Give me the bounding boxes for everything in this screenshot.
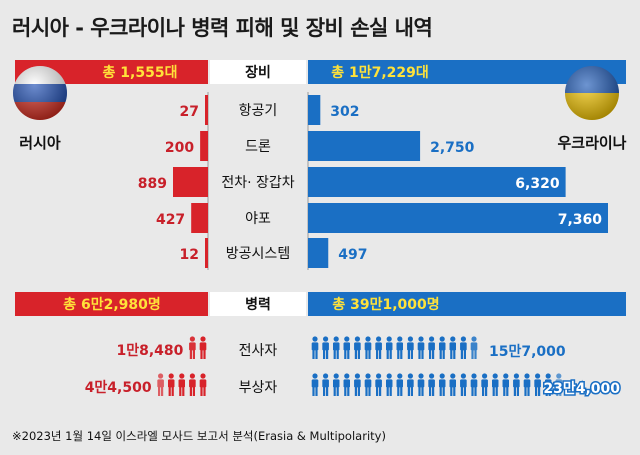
person-icon-ukraine-1-18 xyxy=(502,373,509,396)
person-icon-ukraine-1-8 xyxy=(396,373,403,396)
person-icon-ukraine-1-7 xyxy=(386,373,393,396)
value-russia-3: 427 xyxy=(156,212,185,228)
category-label-2: 전차· 장갑차 xyxy=(221,175,294,191)
troops-section-label: 병력 xyxy=(245,296,271,313)
person-icon-ukraine-1-21 xyxy=(534,373,541,396)
value-russia-troops-1: 4만4,500 xyxy=(85,380,152,396)
person-icon-ukraine-0-8 xyxy=(396,336,403,359)
value-russia-4: 12 xyxy=(180,247,199,263)
bar-russia-0 xyxy=(205,95,208,125)
bar-russia-1 xyxy=(200,131,208,161)
troops-category-label-0: 전사자 xyxy=(239,343,278,359)
bar-ukraine-3 xyxy=(308,203,608,233)
troops-ukraine-total-bar xyxy=(308,292,626,316)
person-icon-ukraine-1-12 xyxy=(439,373,446,396)
person-icon-ukraine-1-20 xyxy=(523,373,531,396)
page-title: 러시아 - 우크라이나 병력 피해 및 장비 손실 내역 xyxy=(12,16,433,40)
value-ukraine-1: 2,750 xyxy=(430,140,475,156)
person-icon-russia-1-4 xyxy=(157,373,164,396)
person-icon-ukraine-0-14 xyxy=(460,336,467,359)
value-ukraine-troops-0: 15만7,000 xyxy=(489,344,566,360)
person-icon-russia-1-3 xyxy=(168,373,175,396)
troops-category-label-1: 부상자 xyxy=(239,380,278,396)
bar-ukraine-2 xyxy=(308,167,566,197)
person-icon-ukraine-0-13 xyxy=(449,336,456,359)
person-icon-ukraine-0-15 xyxy=(470,336,478,359)
value-russia-troops-0: 1만8,480 xyxy=(116,343,183,359)
person-icon-ukraine-1-19 xyxy=(513,373,520,396)
equipment-russia-total: 총 1,555대 xyxy=(103,65,178,81)
category-label-4: 방공시스템 xyxy=(226,246,290,262)
person-icon-ukraine-0-2 xyxy=(333,336,340,359)
equipment-section-label: 장비 xyxy=(245,64,271,81)
value-ukraine-4: 497 xyxy=(338,247,367,263)
value-russia-1: 200 xyxy=(165,140,194,156)
value-ukraine-0: 302 xyxy=(330,104,359,120)
person-icon-ukraine-1-1 xyxy=(322,373,329,396)
person-icon-ukraine-0-5 xyxy=(364,336,372,359)
equipment-ukraine-total: 총 1만7,229대 xyxy=(331,65,429,81)
ukraine-label: 우크라이나 xyxy=(557,134,626,152)
person-icon-russia-1-0 xyxy=(199,373,207,396)
bar-russia-2 xyxy=(173,167,208,197)
bar-russia-4 xyxy=(205,238,208,268)
troops-section-label-box xyxy=(210,292,306,316)
person-icon-russia-1-2 xyxy=(178,373,185,396)
equipment-section-label-box xyxy=(210,60,306,84)
person-icon-ukraine-0-6 xyxy=(375,336,382,359)
person-icon-ukraine-0-4 xyxy=(354,336,361,359)
bar-ukraine-4 xyxy=(308,238,329,268)
value-ukraine-troops-1: 23만4,000 xyxy=(543,381,620,397)
russia-label: 러시아 xyxy=(19,134,61,152)
person-icon-ukraine-1-2 xyxy=(333,373,340,396)
person-icon-ukraine-1-5 xyxy=(364,373,372,396)
category-label-1: 드론 xyxy=(245,139,271,155)
category-label-0: 항공기 xyxy=(239,103,278,119)
person-icon-ukraine-1-13 xyxy=(449,373,456,396)
person-icon-ukraine-0-3 xyxy=(343,336,350,359)
footnote: ※2023년 1월 14일 이스라엘 모사드 보고서 분석(Erasia & M… xyxy=(12,429,386,443)
person-icon-ukraine-1-0 xyxy=(311,373,319,396)
person-icon-ukraine-1-4 xyxy=(354,373,361,396)
person-icon-ukraine-1-3 xyxy=(343,373,350,396)
value-russia-2: 889 xyxy=(138,176,167,192)
person-icon-russia-0-0 xyxy=(199,336,207,359)
person-icon-ukraine-0-1 xyxy=(322,336,329,359)
person-icon-ukraine-0-12 xyxy=(439,336,446,359)
bar-ukraine-1 xyxy=(308,131,421,161)
value-ukraine-3: 7,360 xyxy=(558,212,603,228)
bar-ukraine-0 xyxy=(308,95,321,125)
person-icon-ukraine-1-6 xyxy=(375,373,382,396)
category-label-3: 야포 xyxy=(245,211,271,227)
person-icon-ukraine-0-9 xyxy=(407,336,414,359)
russia-flag-icon xyxy=(13,66,67,120)
person-icon-ukraine-0-0 xyxy=(311,336,319,359)
person-icon-ukraine-0-11 xyxy=(428,336,435,359)
person-icon-ukraine-1-10 xyxy=(417,373,425,396)
person-icon-ukraine-1-16 xyxy=(481,373,488,396)
person-icon-russia-0-1 xyxy=(189,336,196,359)
person-icon-ukraine-0-10 xyxy=(417,336,425,359)
troops-ukraine-total: 총 39만1,000명 xyxy=(332,296,439,313)
person-icon-ukraine-1-15 xyxy=(470,373,478,396)
person-icon-ukraine-1-11 xyxy=(428,373,435,396)
person-icon-ukraine-1-9 xyxy=(407,373,414,396)
person-icon-ukraine-1-14 xyxy=(460,373,467,396)
ukraine-flag-icon xyxy=(565,66,619,120)
troops-russia-total: 총 6만2,980명 xyxy=(63,296,161,313)
value-russia-0: 27 xyxy=(180,104,199,120)
person-icon-russia-1-1 xyxy=(189,373,196,396)
bar-russia-3 xyxy=(191,203,208,233)
person-icon-ukraine-1-17 xyxy=(492,373,499,396)
person-icon-ukraine-0-7 xyxy=(386,336,393,359)
value-ukraine-2: 6,320 xyxy=(515,176,560,192)
troops-russia-total-bar xyxy=(15,292,208,316)
